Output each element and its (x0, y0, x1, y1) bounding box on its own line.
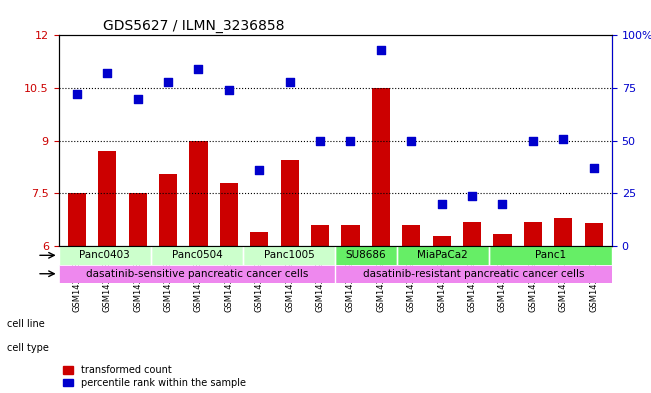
Bar (372, 88, 390, 246)
FancyBboxPatch shape (243, 246, 335, 264)
Point (589, 165, 599, 171)
FancyBboxPatch shape (335, 264, 612, 283)
Point (497, 201, 508, 207)
Bar (341, 225, 359, 246)
Point (284, 79, 295, 85)
Bar (493, 234, 512, 246)
Text: GDS5627 / ILMN_3236858: GDS5627 / ILMN_3236858 (103, 19, 284, 33)
Point (254, 167, 264, 173)
Bar (98, 151, 117, 246)
Text: Panc1: Panc1 (535, 250, 566, 260)
Text: MiaPaCa2: MiaPaCa2 (417, 250, 468, 260)
Text: Panc0504: Panc0504 (172, 250, 222, 260)
Bar (220, 183, 238, 246)
Point (224, 87, 234, 93)
Bar (311, 225, 329, 246)
Point (558, 136, 568, 142)
Point (132, 95, 143, 102)
FancyBboxPatch shape (151, 246, 243, 264)
Text: cell type: cell type (7, 343, 48, 353)
FancyBboxPatch shape (489, 246, 612, 264)
Text: Panc1005: Panc1005 (264, 250, 314, 260)
Legend: transformed count, percentile rank within the sample: transformed count, percentile rank withi… (63, 365, 246, 388)
Point (163, 79, 173, 85)
Text: Panc0403: Panc0403 (79, 250, 130, 260)
Point (528, 138, 538, 144)
Bar (432, 235, 450, 246)
Point (436, 201, 447, 207)
Bar (189, 141, 208, 246)
Text: SU8686: SU8686 (346, 250, 386, 260)
Bar (463, 222, 481, 246)
Bar (402, 225, 421, 246)
Text: dasatinib-sensitive pancreatic cancer cells: dasatinib-sensitive pancreatic cancer ce… (86, 269, 308, 279)
Point (406, 138, 417, 144)
FancyBboxPatch shape (335, 246, 396, 264)
Point (315, 138, 326, 144)
Point (193, 66, 204, 72)
Bar (128, 193, 146, 246)
Bar (554, 218, 572, 246)
Point (102, 70, 113, 77)
Bar (159, 174, 177, 246)
Bar (250, 232, 268, 246)
Point (467, 192, 477, 198)
Point (72, 91, 82, 97)
Point (376, 47, 386, 53)
FancyBboxPatch shape (396, 246, 489, 264)
Text: dasatinib-resistant pancreatic cancer cells: dasatinib-resistant pancreatic cancer ce… (363, 269, 585, 279)
Bar (68, 193, 86, 246)
Point (345, 138, 355, 144)
Bar (281, 160, 299, 246)
Text: cell line: cell line (7, 319, 44, 329)
Bar (524, 222, 542, 246)
FancyBboxPatch shape (59, 264, 335, 283)
FancyBboxPatch shape (59, 246, 151, 264)
Bar (585, 223, 603, 246)
